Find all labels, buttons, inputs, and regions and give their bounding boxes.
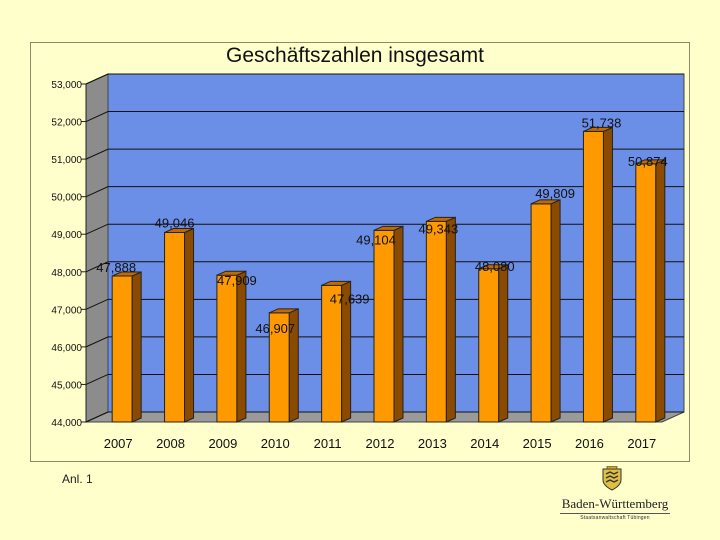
y-tick-label: 45,000 (51, 380, 82, 391)
x-tick-label: 2011 (314, 436, 342, 451)
x-tick-labels: 2007 2008 2009 2010 2011 2012 2013 2014 2015 2016… (104, 436, 657, 451)
y-tick-label: 47,000 (51, 305, 82, 316)
chart-frame (30, 42, 690, 462)
bar-side-2012 (393, 225, 404, 423)
gridline (85, 223, 684, 235)
data-label: 47,888 (96, 260, 136, 275)
data-label: 47,909 (217, 273, 257, 288)
data-label: 50,874 (628, 154, 668, 169)
gridline (85, 73, 684, 85)
y-tick-label: 49,000 (51, 230, 82, 241)
data-label: 49,343 (418, 221, 458, 236)
bar-2008 (164, 231, 186, 423)
bar-top-2015 (530, 199, 561, 205)
bar-top-2012 (373, 225, 404, 231)
bar-top-2010 (269, 308, 299, 314)
bar-side-2007 (131, 271, 142, 423)
x-tick-label: 2010 (261, 436, 290, 451)
y-tick-labels: 44,000 45,000 46,000 47,000 48,000 49,000 50,0… (51, 80, 82, 429)
y-tick-label: 52,000 (51, 118, 82, 129)
chart-title: Geschäftszahlen insgesamt (226, 44, 484, 67)
x-tick-label: 2013 (418, 436, 447, 451)
x-tick-label: 2016 (575, 436, 604, 451)
bar-top-2014 (478, 264, 508, 270)
bar-2016 (582, 130, 604, 423)
bar-2017 (635, 163, 657, 423)
x-tick-label: 2007 (104, 436, 133, 451)
bar-top-2007 (111, 271, 142, 277)
bar-side-2015 (550, 199, 561, 423)
state-crest-icon (602, 466, 622, 491)
data-label: 46,907 (255, 321, 295, 336)
y-tick-label: 48,000 (51, 268, 82, 279)
bar-2015 (530, 203, 552, 423)
gridline (85, 261, 684, 273)
bar-2014 (478, 268, 500, 423)
gridline (85, 148, 684, 160)
y-tick-label: 53,000 (51, 80, 82, 91)
data-label: 51,738 (582, 115, 622, 130)
bar-top-2013 (426, 216, 456, 222)
bar-side-2008 (184, 227, 195, 423)
y-tick-label: 51,000 (51, 155, 82, 166)
chart-bars (111, 126, 666, 423)
data-label: 49,809 (535, 186, 575, 201)
brand-logo-text: Baden-Württemberg (560, 496, 670, 514)
brand-subtitle: Staatsanwaltschaft Tübingen (580, 515, 650, 521)
bar-2009 (216, 274, 238, 423)
x-tick-label: 2008 (156, 436, 185, 451)
data-label: 49,104 (356, 232, 396, 247)
x-tick-label: 2009 (208, 436, 237, 451)
gridline (85, 111, 684, 123)
x-tick-label: 2012 (366, 436, 395, 451)
gridline (85, 186, 684, 198)
annex-label: Anl. 1 (62, 472, 93, 486)
data-label: 47,639 (330, 291, 370, 306)
bar-top-2011 (321, 280, 351, 286)
x-tick-label: 2015 (523, 436, 552, 451)
y-tick-label: 46,000 (51, 343, 82, 354)
data-label: 48,080 (475, 259, 515, 274)
bar-side-2017 (655, 159, 666, 423)
y-tick-label: 44,000 (51, 418, 82, 429)
data-labels: 47,888 49,046 47,909 46,907 47,639 49,104 49,3… (96, 115, 667, 335)
x-tick-label: 2017 (627, 436, 656, 451)
bar-top-2017 (635, 159, 666, 165)
bar-side-2009 (236, 270, 247, 423)
y-tick-label: 50,000 (51, 193, 82, 204)
data-label: 49,046 (155, 215, 195, 230)
bar-top-2009 (216, 270, 247, 276)
bar-2012 (373, 229, 395, 423)
bar-2007 (111, 275, 133, 423)
bar-top-2016 (583, 126, 613, 132)
bar-side-2013 (445, 216, 456, 423)
bar-top-2008 (164, 227, 194, 233)
bar-side-2016 (602, 126, 613, 423)
x-tick-label: 2014 (470, 436, 499, 451)
bar-2013 (425, 220, 447, 423)
bar-side-2014 (498, 264, 509, 423)
side-wall (85, 73, 109, 423)
